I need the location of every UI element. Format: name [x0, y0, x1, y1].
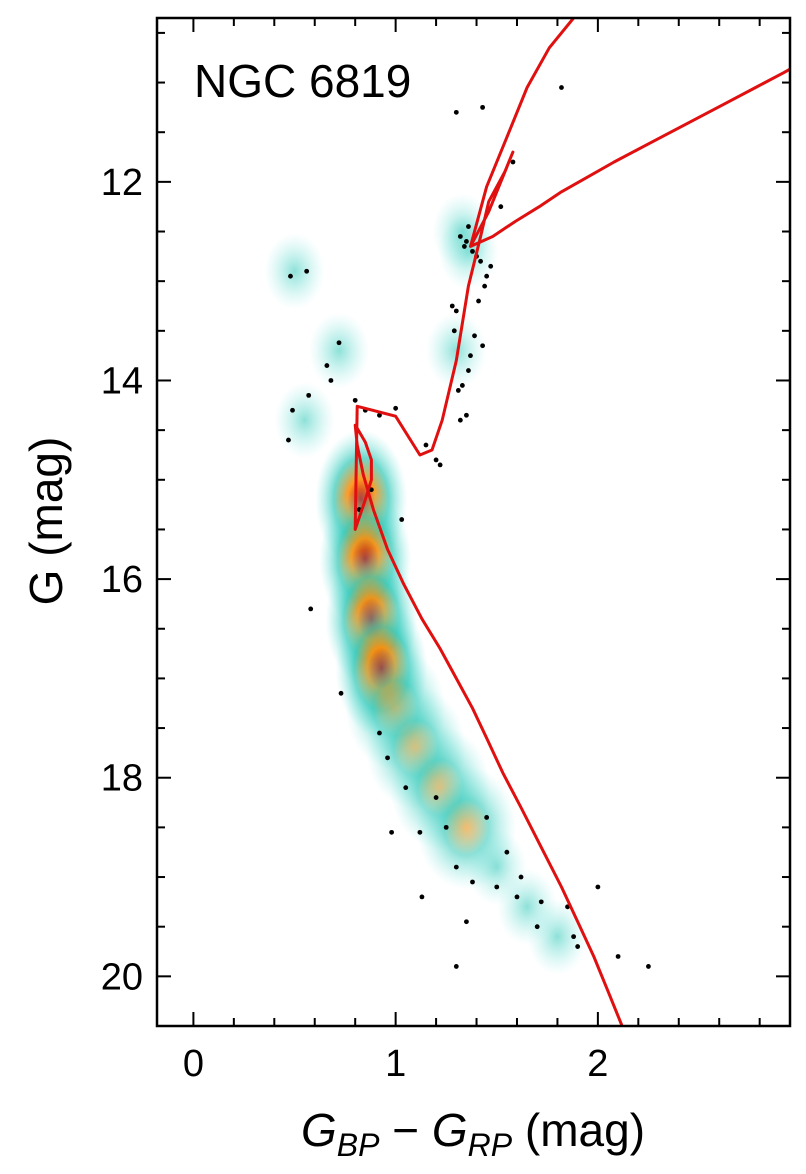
star-point [538, 899, 544, 905]
plot-frame [155, 16, 792, 1028]
star-point [464, 239, 469, 244]
x-axis-title: GBP − GRP (mag) [301, 1104, 645, 1163]
star-point [615, 954, 621, 959]
star-point [504, 849, 510, 855]
star-point [308, 606, 314, 612]
star-point [304, 268, 310, 274]
isochrone-layer [353, 18, 790, 1026]
x-tick-label: 0 [183, 1043, 204, 1085]
star-point [403, 785, 409, 791]
isochrone-line [353, 67, 790, 1026]
star-point [466, 224, 471, 229]
star-point [457, 234, 463, 239]
star-point [286, 437, 291, 443]
star-point [464, 412, 469, 418]
star-point [472, 333, 477, 339]
star-point [443, 824, 449, 830]
star-point [595, 884, 601, 890]
y-axis-title: G (mag) [20, 437, 72, 606]
star-point [433, 457, 439, 463]
star-point [419, 894, 425, 900]
density-blob-15 [264, 233, 325, 310]
star-point [482, 283, 488, 289]
star-point [423, 442, 429, 448]
star-point [377, 730, 382, 736]
star-point [575, 944, 581, 949]
star-point [385, 755, 390, 761]
y-tick-label: 14 [101, 360, 143, 402]
y-tick-label: 18 [101, 758, 143, 800]
star-point [306, 392, 312, 398]
isochrone-branch-line [469, 18, 576, 247]
star-point [324, 363, 330, 368]
star-point [393, 405, 399, 411]
star-point [453, 964, 459, 969]
y-tick-label: 12 [101, 162, 143, 204]
density-blob-12 [432, 193, 493, 270]
star-point [476, 298, 481, 304]
star-point [571, 934, 577, 940]
star-point [459, 383, 465, 388]
star-point [514, 894, 520, 900]
density-blob-10 [527, 898, 588, 975]
star-point [498, 204, 504, 210]
star-point [288, 273, 293, 279]
star-point [437, 462, 443, 468]
star-point [484, 273, 490, 279]
star-point [453, 308, 459, 314]
density-blob-16 [309, 312, 370, 389]
star-point [338, 690, 344, 696]
star-point [480, 104, 486, 110]
star-point [449, 303, 455, 309]
star-point [328, 378, 334, 383]
star-point [534, 924, 540, 930]
x-tick-label: 1 [385, 1043, 406, 1085]
star-point [389, 829, 394, 835]
density-blob-13 [426, 312, 487, 389]
star-point [518, 874, 524, 880]
star-point [510, 159, 516, 165]
star-point [417, 829, 423, 835]
density-blob-14 [274, 382, 335, 459]
star-point [453, 864, 459, 870]
star-point [494, 884, 500, 890]
star-point [336, 340, 342, 346]
star-point [466, 368, 471, 373]
y-tick-label: 16 [101, 559, 143, 601]
star-point [559, 85, 564, 90]
star-point [468, 353, 473, 359]
star-point [377, 412, 382, 418]
x-tick-label: 2 [587, 1043, 608, 1085]
star-point [478, 258, 483, 264]
star-point [455, 388, 461, 393]
star-point [461, 244, 467, 249]
star-point [484, 815, 490, 820]
star-point [488, 263, 494, 269]
star-point [470, 248, 475, 254]
star-point [451, 328, 457, 334]
star-point [457, 417, 463, 423]
star-point [453, 109, 459, 115]
star-points [286, 85, 651, 969]
cluster-label: NGC 6819 [194, 55, 411, 107]
star-point [399, 517, 405, 522]
star-point [470, 879, 475, 885]
star-point [646, 964, 651, 969]
star-point [290, 407, 295, 413]
y-tick-label: 20 [101, 956, 143, 998]
star-point [352, 397, 358, 403]
star-point [464, 919, 469, 925]
star-point [480, 343, 486, 349]
density-layer [264, 193, 588, 975]
star-point [433, 795, 439, 800]
